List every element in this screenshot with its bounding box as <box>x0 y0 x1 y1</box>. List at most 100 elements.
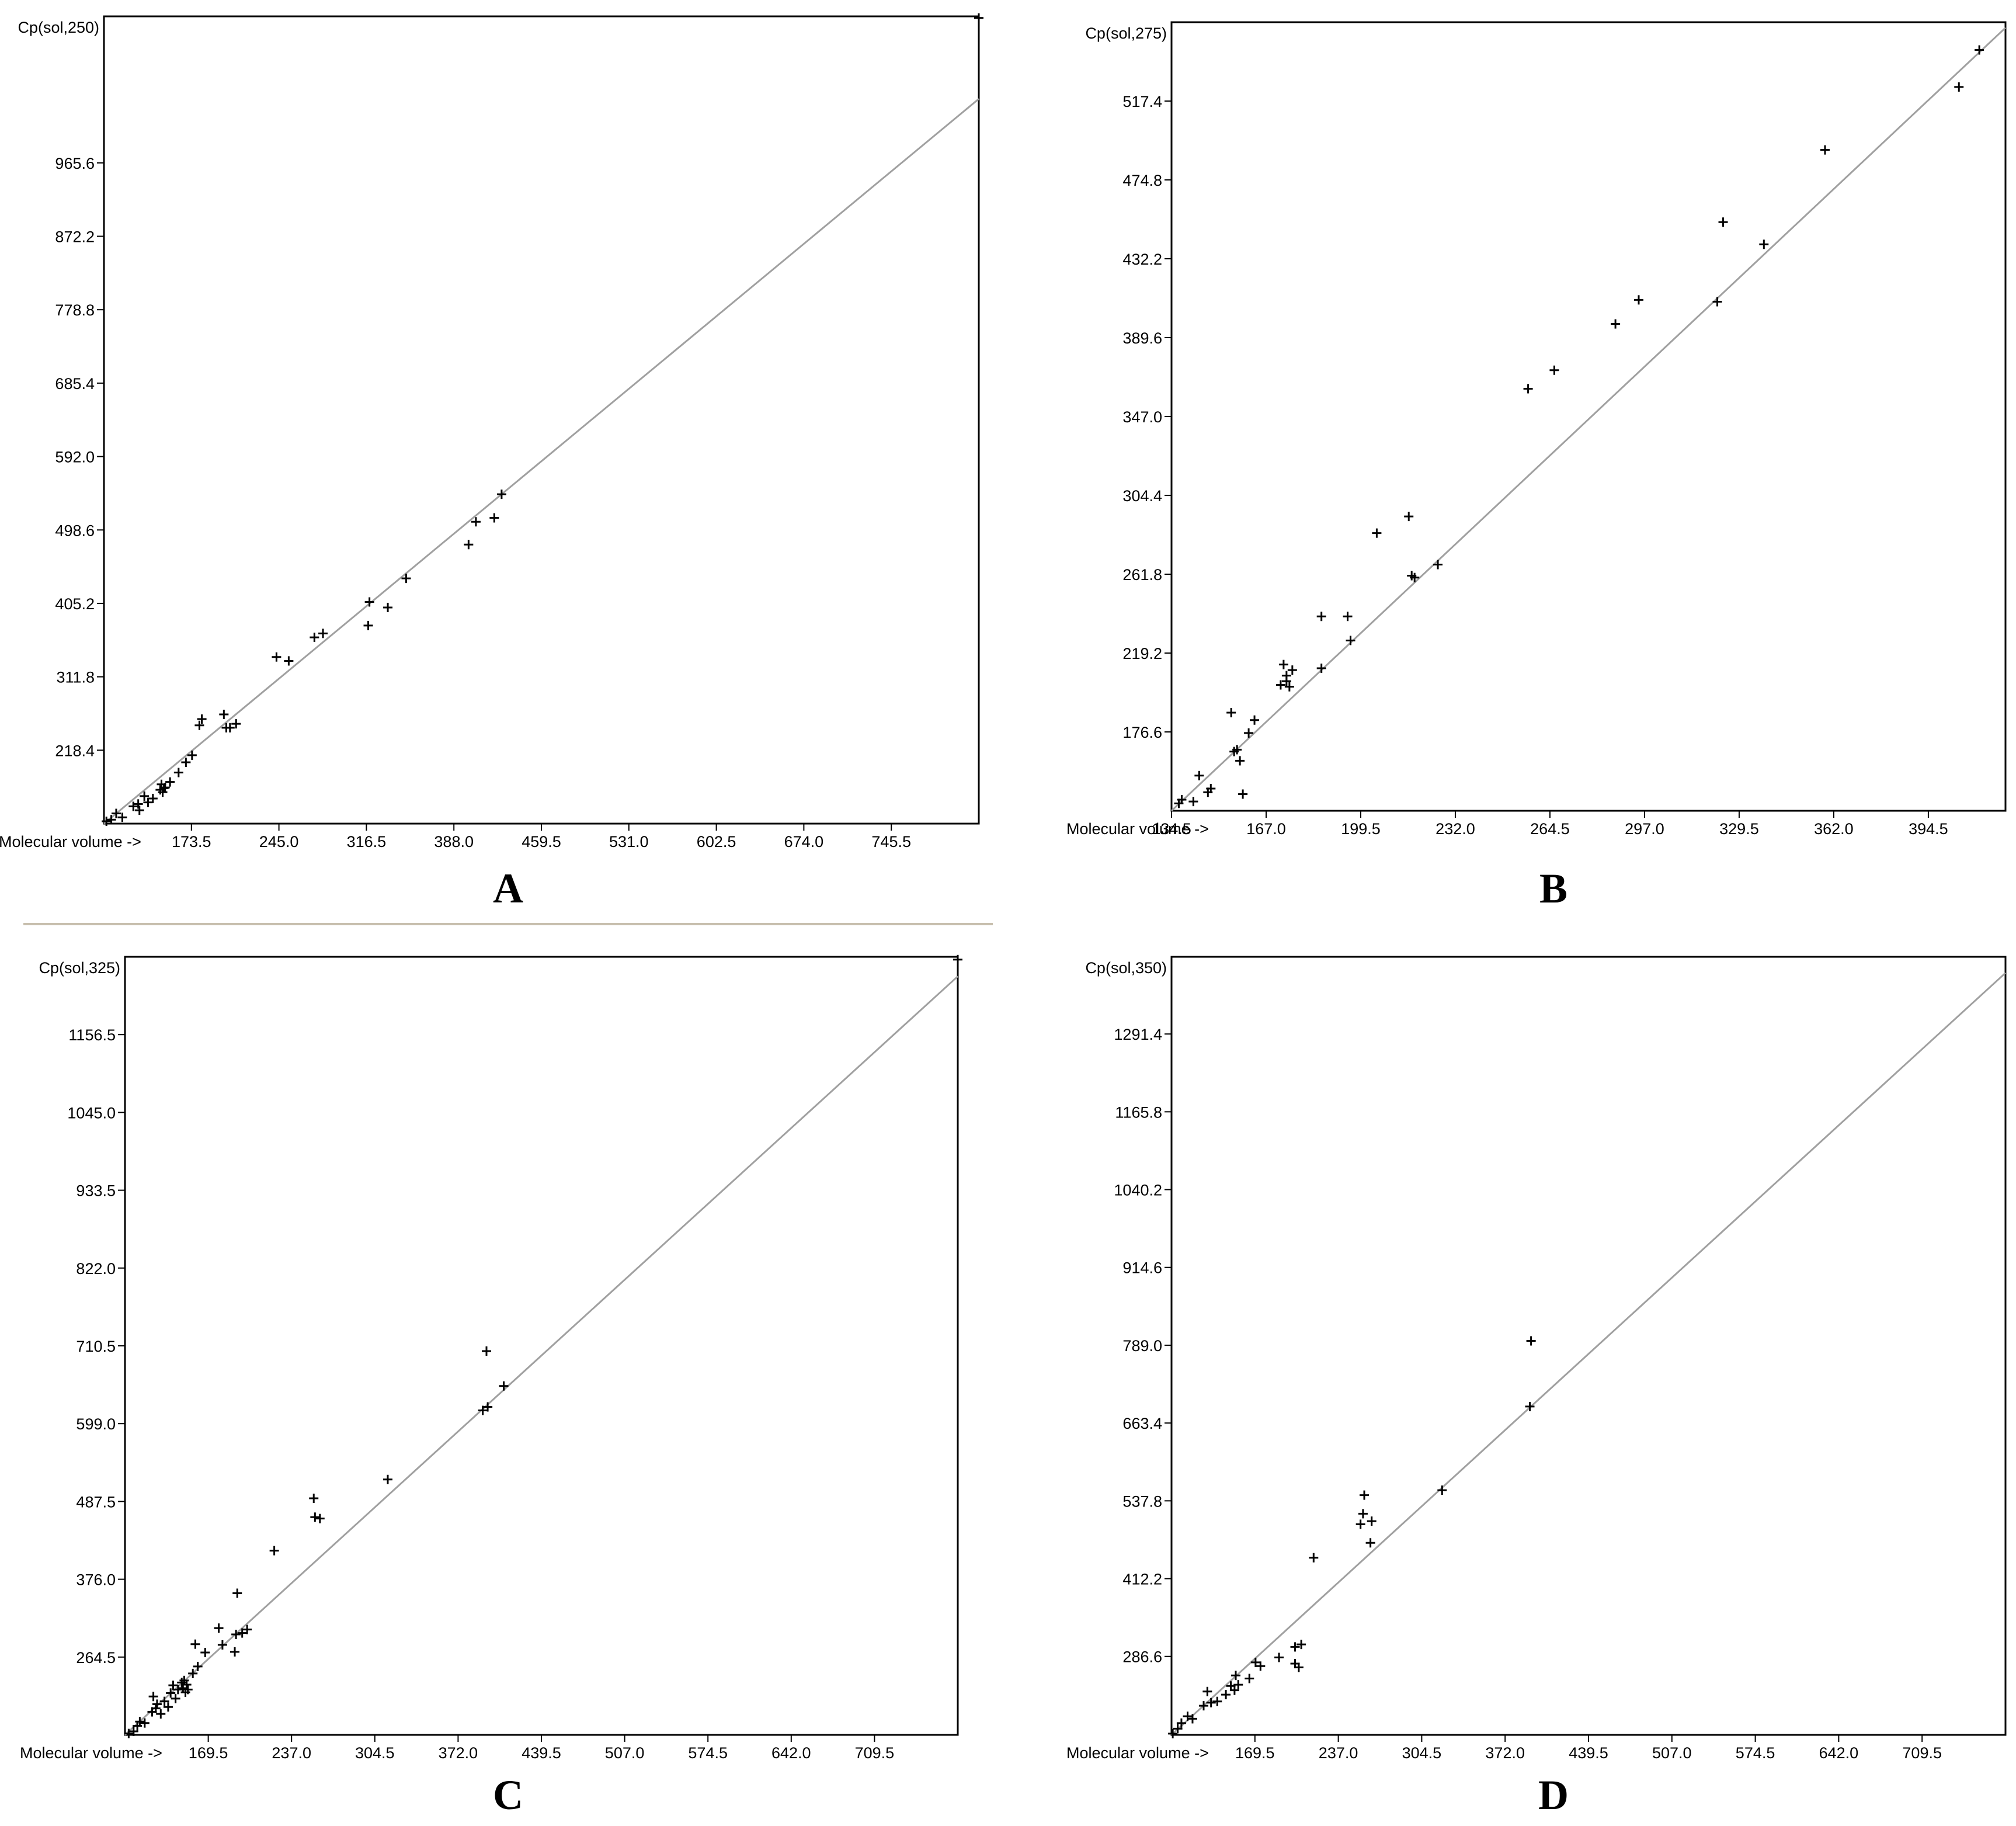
panel-b-x-tick-label: 167.0 <box>1246 820 1286 838</box>
panel-c-x-tick-label: 642.0 <box>771 1744 811 1762</box>
panel-c-y-tick-label: 710.5 <box>76 1338 116 1355</box>
chart-panel-a: Cp(sol,250) 218.4 311.8 405.2 498.6 592.0 685.… <box>0 0 1004 929</box>
panel-b-data-point <box>1404 512 1414 522</box>
panel-d-data-point <box>1176 1718 1186 1728</box>
panel-d-x-tick-label: 507.0 <box>1652 1744 1692 1762</box>
panel-b-data-point <box>1718 217 1728 227</box>
panel-c-x-tick-label: 574.5 <box>688 1744 728 1762</box>
panel-a-data-point <box>194 720 204 730</box>
panel-c-data-point <box>214 1623 224 1633</box>
panel-d-x-tick-label: 237.0 <box>1319 1744 1358 1762</box>
panel-b-data-point <box>1346 636 1355 645</box>
panel-a-data-point <box>187 750 197 760</box>
panel-c-x-tick-label: 507.0 <box>605 1744 645 1762</box>
panel-d-data-point <box>1168 1728 1178 1738</box>
panel-c-data-point <box>193 1661 203 1671</box>
panel-b-x-tick-label: 297.0 <box>1625 820 1664 838</box>
panel-b-data-point <box>1954 82 1964 92</box>
panel-a-y-tick-label: 405.2 <box>55 595 95 613</box>
panel-c-y-tick-label: 1156.5 <box>68 1026 116 1044</box>
panel-c-data-point <box>310 1512 320 1522</box>
chart-panel-d: Cp(sol,350) 286.6 412.2 537.8 663.4 789.0 914.… <box>1051 935 2016 1826</box>
panel-d-y-tick-label: 286.6 <box>1122 1648 1162 1666</box>
panel-c-x-tick-label: 169.5 <box>189 1744 228 1762</box>
panel-d-data-point <box>1256 1661 1266 1671</box>
panel-d-y-tick-label: 412.2 <box>1122 1571 1162 1588</box>
panel-c-y-tick-label: 822.0 <box>76 1260 116 1277</box>
panel-a-data-point <box>134 806 144 815</box>
panel-d-x-tick-label: 574.5 <box>1736 1744 1775 1762</box>
panel-d-data-point <box>1294 1662 1304 1672</box>
panel-a-data-point <box>496 490 506 499</box>
panel-c-data-point <box>188 1668 198 1678</box>
panel-c-data-point <box>481 1346 491 1356</box>
panel-b-x-tick-label: 264.5 <box>1530 820 1570 838</box>
panel-b-data-point <box>1343 612 1353 622</box>
panel-a-data-point <box>383 602 393 612</box>
panel-d-x-tick-label: 439.5 <box>1569 1744 1608 1762</box>
panel-c-x-tick-label: 237.0 <box>272 1744 311 1762</box>
panel-b-data-point <box>1611 319 1621 329</box>
panel-a-y-tick-label: 965.6 <box>55 155 95 172</box>
panel-a-data-point <box>128 801 138 811</box>
panel-c-data-point <box>183 1685 193 1695</box>
panel-a-data-point <box>231 719 241 729</box>
panel-b-y-tick-label: 474.8 <box>1122 172 1162 189</box>
panel-b-data-point <box>1712 297 1722 307</box>
panel-d-data-point <box>1221 1690 1231 1700</box>
panel-a-data-point <box>165 777 175 787</box>
panel-a-y-axis-title: Cp(sol,250) <box>18 19 99 36</box>
panel-label-c: C <box>493 1772 523 1818</box>
panel-b-data-point <box>1177 794 1187 804</box>
panel-c-data-point <box>128 1727 138 1737</box>
panel-d-data-point <box>1355 1519 1365 1529</box>
panel-label-a: A <box>493 865 523 912</box>
panel-b-data-point <box>1549 365 1559 375</box>
panel-d-data-point <box>1187 1714 1197 1724</box>
panel-c-data-point <box>152 1699 162 1709</box>
panel-c-data-point <box>231 1629 241 1639</box>
panel-b-y-tick-label: 176.6 <box>1122 724 1162 741</box>
panel-d-data-point <box>1290 1642 1300 1652</box>
panel-a-x-tick-label: 745.5 <box>871 833 911 850</box>
panel-c-data-point <box>135 1717 145 1727</box>
panel-b-data-point <box>1244 728 1254 738</box>
panel-b-y-tick-label: 219.2 <box>1122 645 1162 662</box>
panel-d-x-tick-label: 372.0 <box>1485 1744 1525 1762</box>
panel-a-data-point <box>284 656 294 666</box>
panel-a-x-tick-label: 602.5 <box>697 833 736 850</box>
panel-c-data-point <box>140 1718 150 1728</box>
panel-c-data-point <box>232 1588 242 1598</box>
panel-a-y-tick-label: 498.6 <box>55 522 95 539</box>
panel-separator <box>23 923 993 925</box>
panel-a-data-point <box>363 620 373 630</box>
panel-d-data-point <box>1367 1516 1377 1526</box>
panel-a-data-point <box>464 540 474 550</box>
panel-a-data-point <box>974 13 983 23</box>
panel-d-data-point <box>1309 1553 1319 1563</box>
panel-d-data-point <box>1199 1701 1209 1711</box>
panel-a-x-tick-label: 531.0 <box>609 833 649 850</box>
panel-c-data-point <box>171 1693 180 1703</box>
panel-d-y-tick-label: 914.6 <box>1122 1259 1162 1277</box>
panel-d-y-tick-label: 789.0 <box>1122 1337 1162 1355</box>
panel-a-data-point <box>181 758 191 768</box>
panel-a-data-point <box>148 793 158 803</box>
panel-c-data-point <box>309 1494 319 1504</box>
panel-b-data-point <box>1372 528 1382 538</box>
panel-c-data-point <box>159 1696 169 1706</box>
panel-c-data-point <box>151 1703 161 1713</box>
panel-c-y-tick-label: 933.5 <box>76 1182 116 1200</box>
panel-a-data-point <box>225 723 235 733</box>
panel-b-data-point <box>1820 145 1830 155</box>
panel-c-x-tick-label: 439.5 <box>522 1744 561 1762</box>
panel-c-data-point <box>478 1405 488 1415</box>
panel-a-data-point <box>160 783 170 793</box>
panel-d-data-point <box>1212 1696 1222 1706</box>
panel-a-y-tick-label: 311.8 <box>56 669 95 686</box>
panel-a-data-point <box>106 815 116 825</box>
panel-c-data-point <box>173 1685 183 1695</box>
panel-b-y-tick-label: 347.0 <box>1122 408 1162 426</box>
panel-b-data-point <box>1410 572 1420 582</box>
panel-a-data-point <box>364 597 374 607</box>
